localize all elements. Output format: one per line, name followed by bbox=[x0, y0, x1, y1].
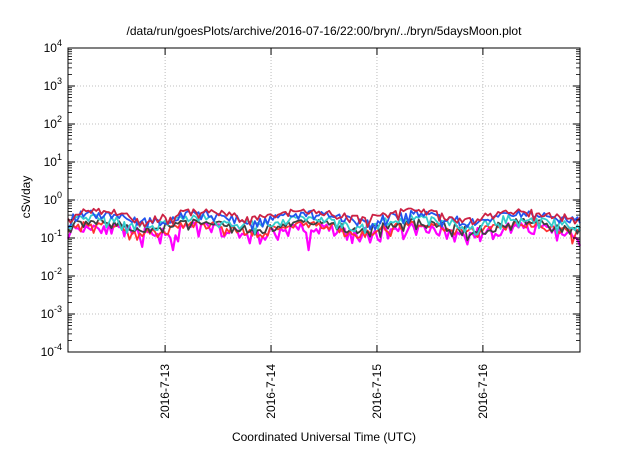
y-tick-label-exponent: 0 bbox=[57, 190, 62, 200]
y-tick-label-base: 10 bbox=[44, 155, 58, 169]
y-tick-label-exponent: -4 bbox=[54, 342, 62, 352]
y-tick-label-exponent: 3 bbox=[57, 76, 62, 86]
y-tick-label-base: 10 bbox=[41, 307, 55, 321]
x-tick-label: 2016-7-13 bbox=[158, 364, 172, 419]
y-tick-label: 10-1 bbox=[41, 228, 62, 245]
ylabel-layer: cSv/day bbox=[19, 176, 33, 219]
y-tick-label: 10-3 bbox=[41, 304, 62, 321]
y-tick-label-exponent: -2 bbox=[54, 266, 62, 276]
x-axis-label: Coordinated Universal Time (UTC) bbox=[232, 430, 416, 444]
y-tick-label-base: 10 bbox=[44, 79, 58, 93]
y-tick-label-exponent: -3 bbox=[54, 304, 62, 314]
y-tick-label-base: 10 bbox=[44, 193, 58, 207]
series-line bbox=[67, 213, 581, 236]
y-tick-label-base: 10 bbox=[41, 345, 55, 359]
y-tick-label-exponent: -1 bbox=[54, 228, 62, 238]
y-tick-label-base: 10 bbox=[44, 41, 58, 55]
x-tick-label: 2016-7-14 bbox=[264, 364, 278, 419]
y-axis-label: cSv/day bbox=[19, 176, 33, 219]
x-tick-label: 2016-7-15 bbox=[370, 364, 384, 419]
grid-layer bbox=[68, 48, 580, 352]
y-tick-label-exponent: 4 bbox=[57, 38, 62, 48]
x-tick-label: 2016-7-16 bbox=[476, 364, 490, 419]
series-line bbox=[66, 221, 582, 252]
y-tick-label: 102 bbox=[44, 114, 62, 131]
y-tick-label-exponent: 2 bbox=[57, 114, 62, 124]
y-tick-label: 10-4 bbox=[41, 342, 62, 359]
y-tick-label: 101 bbox=[44, 152, 62, 169]
y-tick-label-exponent: 1 bbox=[57, 152, 62, 162]
y-tick-label-base: 10 bbox=[41, 231, 55, 245]
y-tick-label: 100 bbox=[44, 190, 62, 207]
chart-title: /data/run/goesPlots/archive/2016-07-16/2… bbox=[127, 24, 523, 38]
series-line bbox=[67, 207, 581, 228]
tick-layer: 10-410-310-210-11001011021031042016-7-13… bbox=[41, 38, 580, 419]
y-tick-label: 104 bbox=[44, 38, 62, 55]
y-tick-label: 10-2 bbox=[41, 266, 62, 283]
y-tick-label: 103 bbox=[44, 76, 62, 93]
y-tick-label-base: 10 bbox=[41, 269, 55, 283]
y-tick-label-base: 10 bbox=[44, 117, 58, 131]
series-layer bbox=[66, 207, 582, 252]
